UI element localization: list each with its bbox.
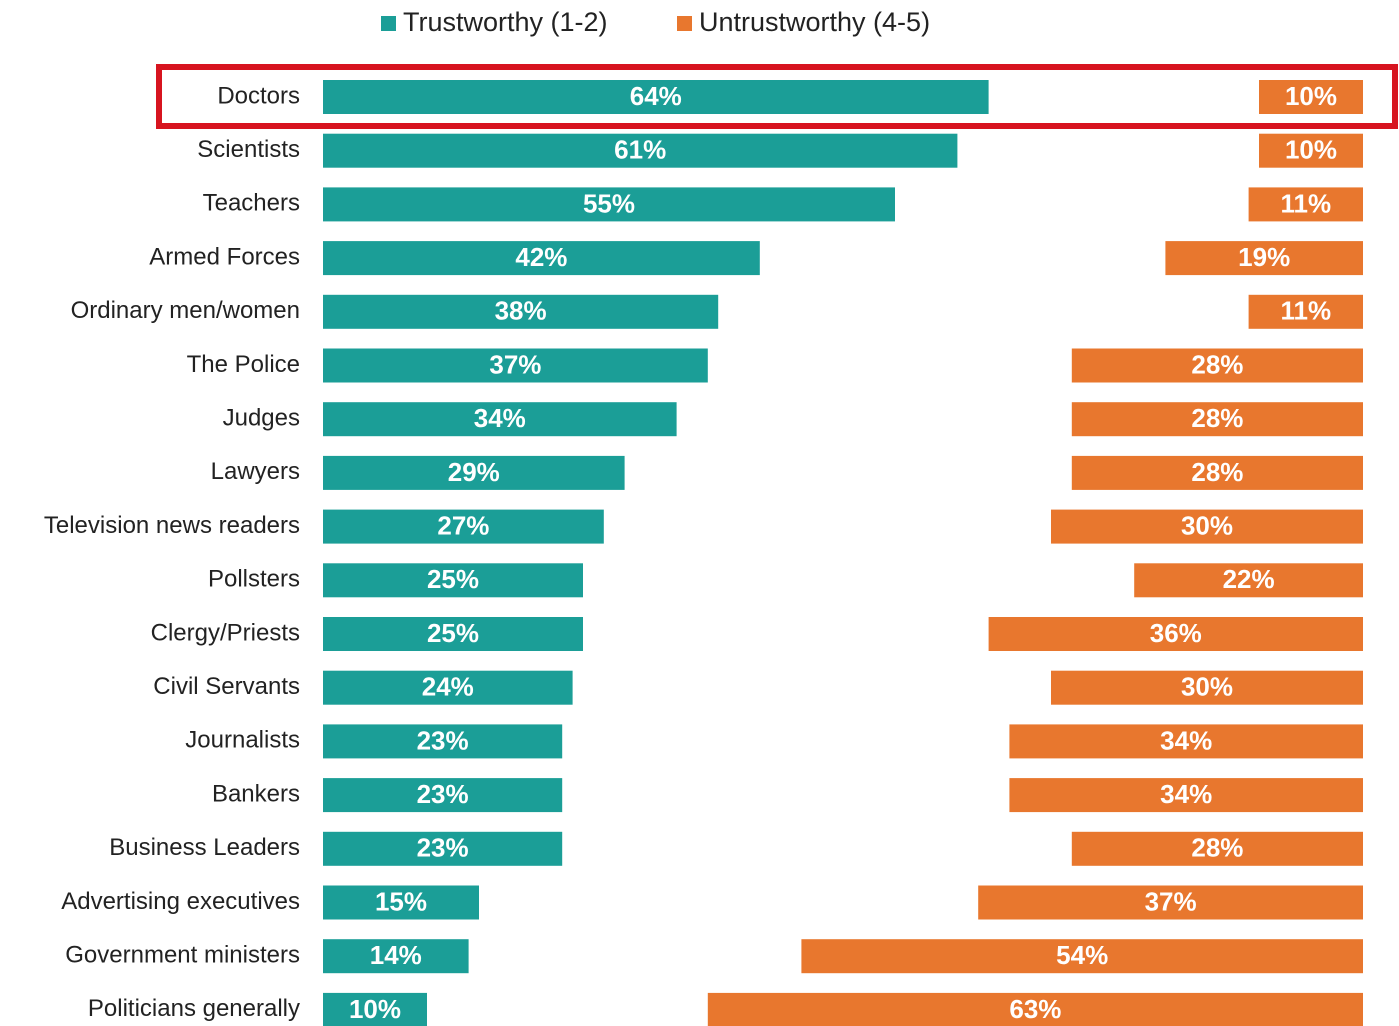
bar	[323, 563, 583, 598]
bar	[323, 778, 563, 813]
bar	[1051, 509, 1363, 544]
category-label: Clergy/Priests	[151, 619, 300, 646]
bar	[1165, 241, 1363, 276]
value-label: 23%	[417, 833, 469, 863]
legend-swatch	[677, 16, 692, 31]
legend-swatch	[381, 16, 396, 31]
value-label: 25%	[427, 618, 479, 648]
value-label: 36%	[1150, 618, 1202, 648]
bar	[1248, 187, 1363, 222]
value-label: 27%	[437, 510, 489, 540]
category-label: Pollsters	[208, 566, 300, 593]
value-label: 54%	[1056, 940, 1108, 970]
bar	[323, 617, 583, 651]
bar	[323, 348, 708, 383]
legend-label: Trustworthy (1-2)	[403, 7, 608, 37]
value-label: 25%	[427, 564, 479, 594]
bar	[323, 724, 563, 759]
value-label: 63%	[1009, 994, 1061, 1024]
category-label: Armed Forces	[149, 243, 300, 270]
value-label: 37%	[1145, 886, 1197, 916]
value-label: 42%	[515, 242, 567, 272]
bar	[323, 402, 677, 437]
value-label: 28%	[1191, 403, 1243, 433]
bar	[1134, 563, 1363, 598]
value-label: 37%	[489, 349, 541, 379]
bar	[1051, 670, 1363, 705]
value-label: 10%	[1285, 135, 1337, 165]
value-label: 11%	[1280, 188, 1331, 218]
bar	[1259, 133, 1363, 168]
category-label: Doctors	[217, 82, 300, 109]
bar	[323, 80, 989, 114]
bar	[323, 133, 958, 168]
bar	[1009, 778, 1363, 813]
value-label: 29%	[448, 457, 500, 487]
category-label: Teachers	[203, 190, 300, 217]
bar	[1259, 80, 1363, 114]
category-label: Advertising executives	[61, 888, 300, 915]
value-label: 19%	[1238, 242, 1290, 272]
value-label: 28%	[1191, 349, 1243, 379]
value-label: 10%	[349, 994, 401, 1024]
value-label: 24%	[422, 672, 474, 702]
value-label: 15%	[375, 886, 427, 916]
category-label: Ordinary men/women	[71, 297, 300, 324]
bar	[323, 455, 625, 490]
category-label: Politicians generally	[88, 995, 300, 1022]
legend-label: Untrustworthy (4-5)	[699, 7, 930, 37]
category-label: The Police	[187, 351, 300, 378]
bar	[323, 670, 573, 705]
bar	[323, 885, 479, 920]
bar	[1071, 455, 1363, 490]
category-label: Television news readers	[44, 512, 300, 539]
value-label: 23%	[417, 725, 469, 755]
bar	[988, 617, 1363, 651]
value-label: 61%	[614, 135, 666, 165]
category-label: Lawyers	[211, 458, 300, 485]
category-label: Bankers	[212, 780, 300, 807]
category-label: Journalists	[185, 727, 300, 754]
value-label: 64%	[630, 81, 682, 111]
value-label: 11%	[1280, 296, 1331, 326]
value-label: 55%	[583, 188, 635, 218]
value-label: 23%	[417, 779, 469, 809]
value-label: 34%	[474, 403, 526, 433]
category-label: Judges	[223, 405, 300, 432]
highlight-box	[156, 64, 1398, 129]
value-label: 30%	[1181, 510, 1233, 540]
bar	[978, 885, 1363, 920]
category-label: Government ministers	[65, 942, 300, 969]
bar	[1009, 724, 1363, 759]
bar	[323, 939, 469, 974]
bar	[707, 992, 1363, 1026]
bar	[323, 187, 895, 222]
value-label: 10%	[1285, 81, 1337, 111]
value-label: 14%	[370, 940, 422, 970]
category-label: Scientists	[197, 136, 300, 163]
value-label: 22%	[1223, 564, 1275, 594]
bar	[1071, 402, 1363, 437]
value-label: 30%	[1181, 672, 1233, 702]
value-label: 34%	[1160, 779, 1212, 809]
bar	[323, 831, 563, 866]
value-label: 34%	[1160, 725, 1212, 755]
bar	[1248, 294, 1363, 329]
bar	[323, 294, 719, 329]
value-label: 28%	[1191, 833, 1243, 863]
bar	[323, 992, 427, 1026]
bar	[323, 241, 760, 276]
bar	[323, 509, 604, 544]
value-label: 28%	[1191, 457, 1243, 487]
bar	[1071, 831, 1363, 866]
category-label: Civil Servants	[153, 673, 300, 700]
value-label: 38%	[495, 296, 547, 326]
bar	[1071, 348, 1363, 383]
category-label: Business Leaders	[109, 834, 300, 861]
bar	[801, 939, 1363, 974]
